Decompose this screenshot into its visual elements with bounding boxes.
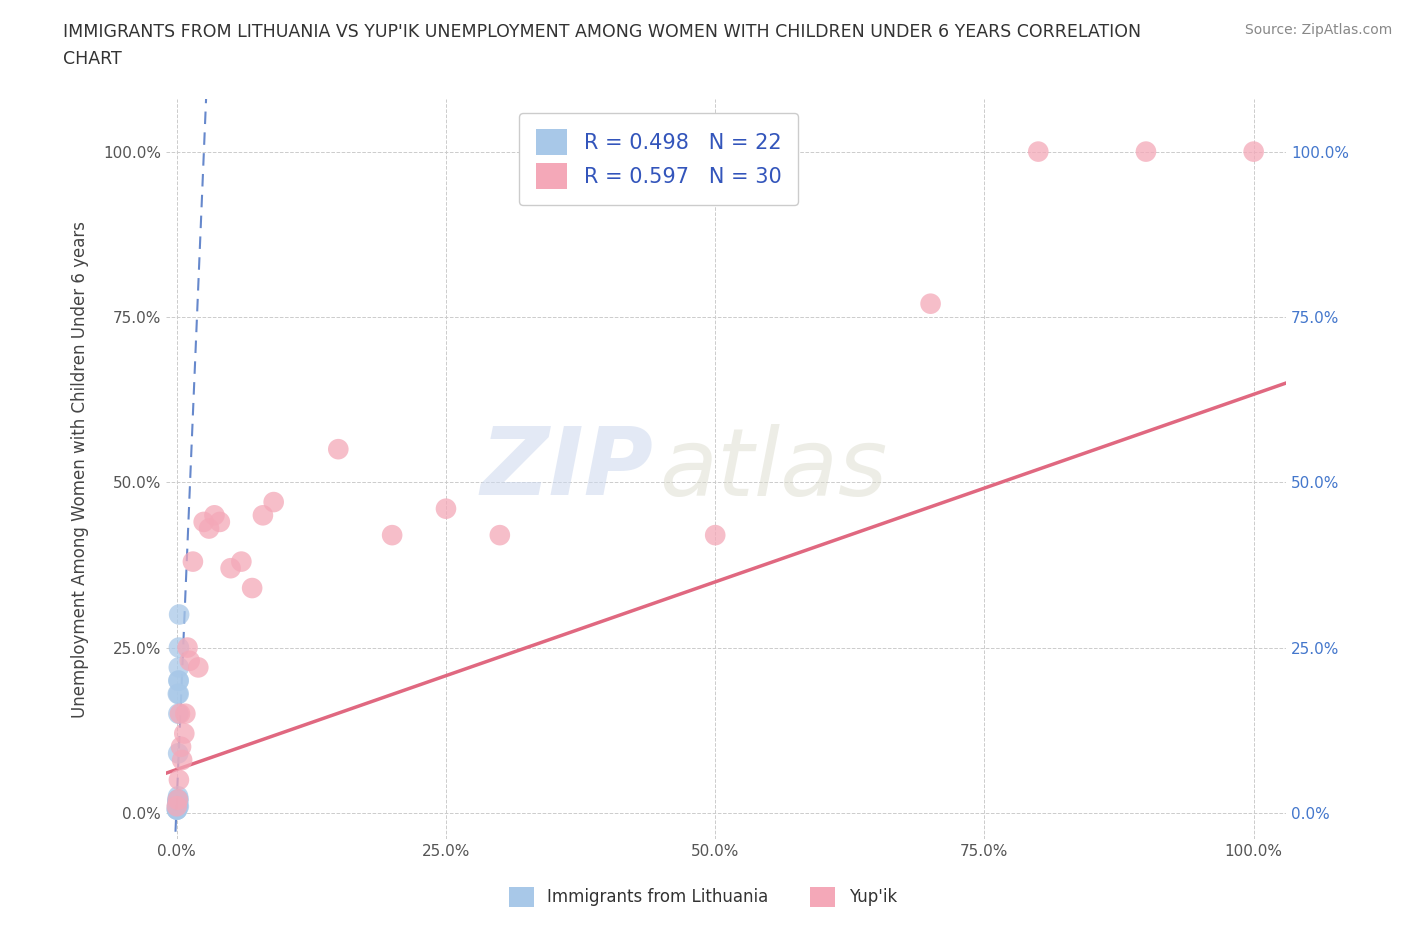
Point [174, 706, 197, 721]
Legend: Immigrants from Lithuania, Yup'ik: Immigrants from Lithuania, Yup'ik [499, 877, 907, 917]
Point [208, 514, 231, 529]
Point [173, 726, 195, 741]
Point [179, 654, 201, 669]
Point [204, 508, 226, 523]
Point [187, 660, 209, 675]
Point [166, 799, 188, 814]
Point [166, 795, 188, 810]
Point [166, 792, 188, 807]
Point [170, 739, 193, 754]
Point [219, 561, 242, 576]
Point [920, 297, 942, 312]
Point [169, 706, 191, 721]
Text: Source: ZipAtlas.com: Source: ZipAtlas.com [1244, 23, 1392, 37]
Text: atlas: atlas [659, 423, 887, 514]
Y-axis label: Unemployment Among Women with Children Under 6 years: Unemployment Among Women with Children U… [72, 220, 89, 718]
Point [231, 554, 253, 569]
Point [172, 752, 194, 767]
Point [252, 508, 274, 523]
Point [166, 792, 188, 807]
Legend: R = 0.498   N = 22, R = 0.597   N = 30: R = 0.498 N = 22, R = 0.597 N = 30 [519, 113, 799, 206]
Text: ZIP: ZIP [481, 423, 654, 515]
Point [240, 580, 263, 595]
Point [381, 527, 404, 542]
Point [181, 554, 204, 569]
Point [176, 640, 198, 655]
Point [166, 686, 188, 701]
Point [198, 521, 221, 536]
Point [166, 803, 188, 817]
Point [167, 792, 190, 807]
Point [167, 607, 190, 622]
Point [166, 792, 188, 807]
Point [1026, 144, 1049, 159]
Point [167, 673, 190, 688]
Point [167, 660, 190, 675]
Point [328, 442, 350, 457]
Point [167, 673, 190, 688]
Point [167, 746, 190, 761]
Point [263, 495, 285, 510]
Point [167, 773, 190, 788]
Point [167, 789, 190, 804]
Point [1243, 144, 1265, 159]
Point [193, 514, 215, 529]
Point [434, 501, 457, 516]
Point [167, 706, 190, 721]
Point [167, 799, 190, 814]
Point [166, 799, 188, 814]
Point [488, 527, 510, 542]
Point [1135, 144, 1157, 159]
Point [166, 795, 188, 810]
Point [166, 799, 188, 814]
Point [166, 799, 188, 814]
Point [704, 527, 727, 542]
Text: IMMIGRANTS FROM LITHUANIA VS YUP'IK UNEMPLOYMENT AMONG WOMEN WITH CHILDREN UNDER: IMMIGRANTS FROM LITHUANIA VS YUP'IK UNEM… [63, 23, 1142, 68]
Point [167, 640, 190, 655]
Point [167, 686, 190, 701]
Point [166, 803, 188, 817]
Point [166, 803, 188, 817]
